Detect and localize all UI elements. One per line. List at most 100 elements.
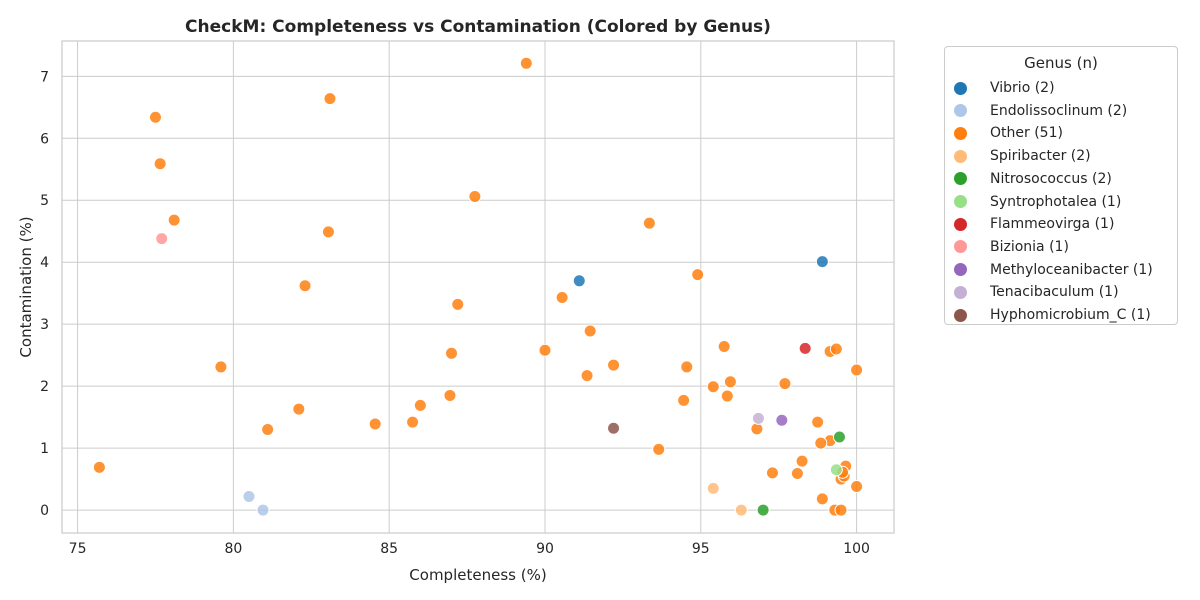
data-point <box>815 255 829 269</box>
data-point <box>261 423 275 437</box>
series-group <box>829 463 843 477</box>
legend-item: Nitrosococcus (2) <box>953 170 1112 188</box>
data-point <box>720 389 734 403</box>
data-point <box>368 417 382 431</box>
y-tick-label: 1 <box>40 441 49 457</box>
y-tick-label: 3 <box>40 317 49 333</box>
data-point <box>607 358 621 372</box>
y-tick-label: 2 <box>40 379 49 395</box>
x-tick-label: 95 <box>692 541 710 557</box>
grid <box>62 41 894 533</box>
legend-label: Tenacibaculum (1) <box>990 284 1119 301</box>
legend-item: Flammeovirga (1) <box>953 215 1114 233</box>
legend-marker <box>954 285 967 299</box>
series-group <box>155 232 169 246</box>
legend-marker <box>954 104 967 118</box>
series-group <box>706 481 748 517</box>
legend-label: Methyloceanibacter (1) <box>990 261 1153 278</box>
legend-label: Spiribacter (2) <box>990 148 1091 165</box>
y-tick-label: 6 <box>40 131 49 147</box>
legend-marker <box>954 172 967 186</box>
data-point <box>691 268 705 282</box>
legend-marker <box>954 217 967 231</box>
legend-item: Bizionia (1) <box>953 238 1069 256</box>
x-tick-label: 90 <box>536 541 554 557</box>
data-point <box>443 388 457 402</box>
data-point <box>677 393 691 407</box>
legend-item: Other (51) <box>953 124 1063 142</box>
data-point <box>723 375 737 389</box>
data-point <box>167 213 181 227</box>
legend: Genus (n) Vibrio (2) Endolissoclinum (2) O… <box>944 46 1178 325</box>
data-point <box>242 489 256 503</box>
legend-label: Nitrosococcus (2) <box>990 170 1112 187</box>
legend-marker <box>954 195 967 208</box>
legend-marker <box>954 149 967 163</box>
data-points <box>92 56 864 517</box>
legend-label: Bizionia (1) <box>990 238 1069 255</box>
data-point <box>583 324 597 338</box>
data-point <box>298 279 312 293</box>
data-point <box>795 454 809 468</box>
legend-item: Endolissoclinum (2) <box>953 102 1127 120</box>
series-group <box>92 56 864 517</box>
data-point <box>92 460 106 474</box>
data-point <box>323 92 337 106</box>
data-point <box>148 110 162 124</box>
data-point <box>829 463 843 477</box>
y-axis-label: Contamination (%) <box>17 216 35 357</box>
y-tick-labels: 0 1 2 3 4 5 6 7 <box>40 69 49 519</box>
legend-item: Syntrophotalea (1) <box>953 193 1121 211</box>
data-point <box>717 339 731 353</box>
data-point <box>814 436 828 450</box>
x-tick-label: 85 <box>380 541 398 557</box>
series-group <box>756 430 846 517</box>
data-point <box>321 225 335 239</box>
series-group <box>572 255 829 288</box>
data-point <box>519 56 533 70</box>
legend-label: Vibrio (2) <box>990 80 1055 96</box>
data-point <box>292 402 306 416</box>
data-point <box>706 481 720 495</box>
data-point <box>706 380 720 394</box>
data-point <box>765 466 779 480</box>
data-point <box>829 342 843 356</box>
x-tick-label: 100 <box>843 541 870 557</box>
data-point <box>652 442 666 456</box>
data-point <box>445 346 459 360</box>
y-tick-label: 4 <box>40 255 49 271</box>
data-point <box>811 415 825 429</box>
legend-label: Hyphomicrobium_C (1) <box>990 307 1151 323</box>
legend-marker <box>954 126 967 140</box>
legend-marker <box>954 263 967 277</box>
data-point <box>798 341 812 355</box>
data-point <box>834 503 848 517</box>
legend-marker <box>954 240 967 254</box>
data-point <box>790 467 804 481</box>
legend-label: Other (51) <box>990 125 1063 142</box>
legend-item: Spiribacter (2) <box>953 147 1091 165</box>
data-point <box>850 363 864 377</box>
data-point <box>572 274 586 288</box>
legend-item: Tenacibaculum (1) <box>953 283 1119 301</box>
series-group <box>607 421 621 435</box>
data-point <box>406 415 420 429</box>
x-axis-label: Completeness (%) <box>409 566 546 584</box>
plot-area <box>61 40 895 534</box>
legend-item: Methyloceanibacter (1) <box>953 261 1153 279</box>
data-point <box>680 360 694 374</box>
data-point <box>413 398 427 412</box>
legend-item: Hyphomicrobium_C (1) <box>953 306 1151 324</box>
legend-label: Endolissoclinum (2) <box>990 102 1128 119</box>
data-point <box>580 369 594 383</box>
x-tick-label: 80 <box>224 541 242 557</box>
series-group <box>798 341 812 355</box>
legend-marker <box>954 308 967 322</box>
data-point <box>832 430 846 444</box>
legend-title: Genus (n) <box>1024 54 1098 72</box>
data-point <box>607 421 621 435</box>
chart-title: CheckM: Completeness vs Contamination (C… <box>185 17 771 37</box>
legend-marker <box>954 81 967 95</box>
data-point <box>155 232 169 246</box>
